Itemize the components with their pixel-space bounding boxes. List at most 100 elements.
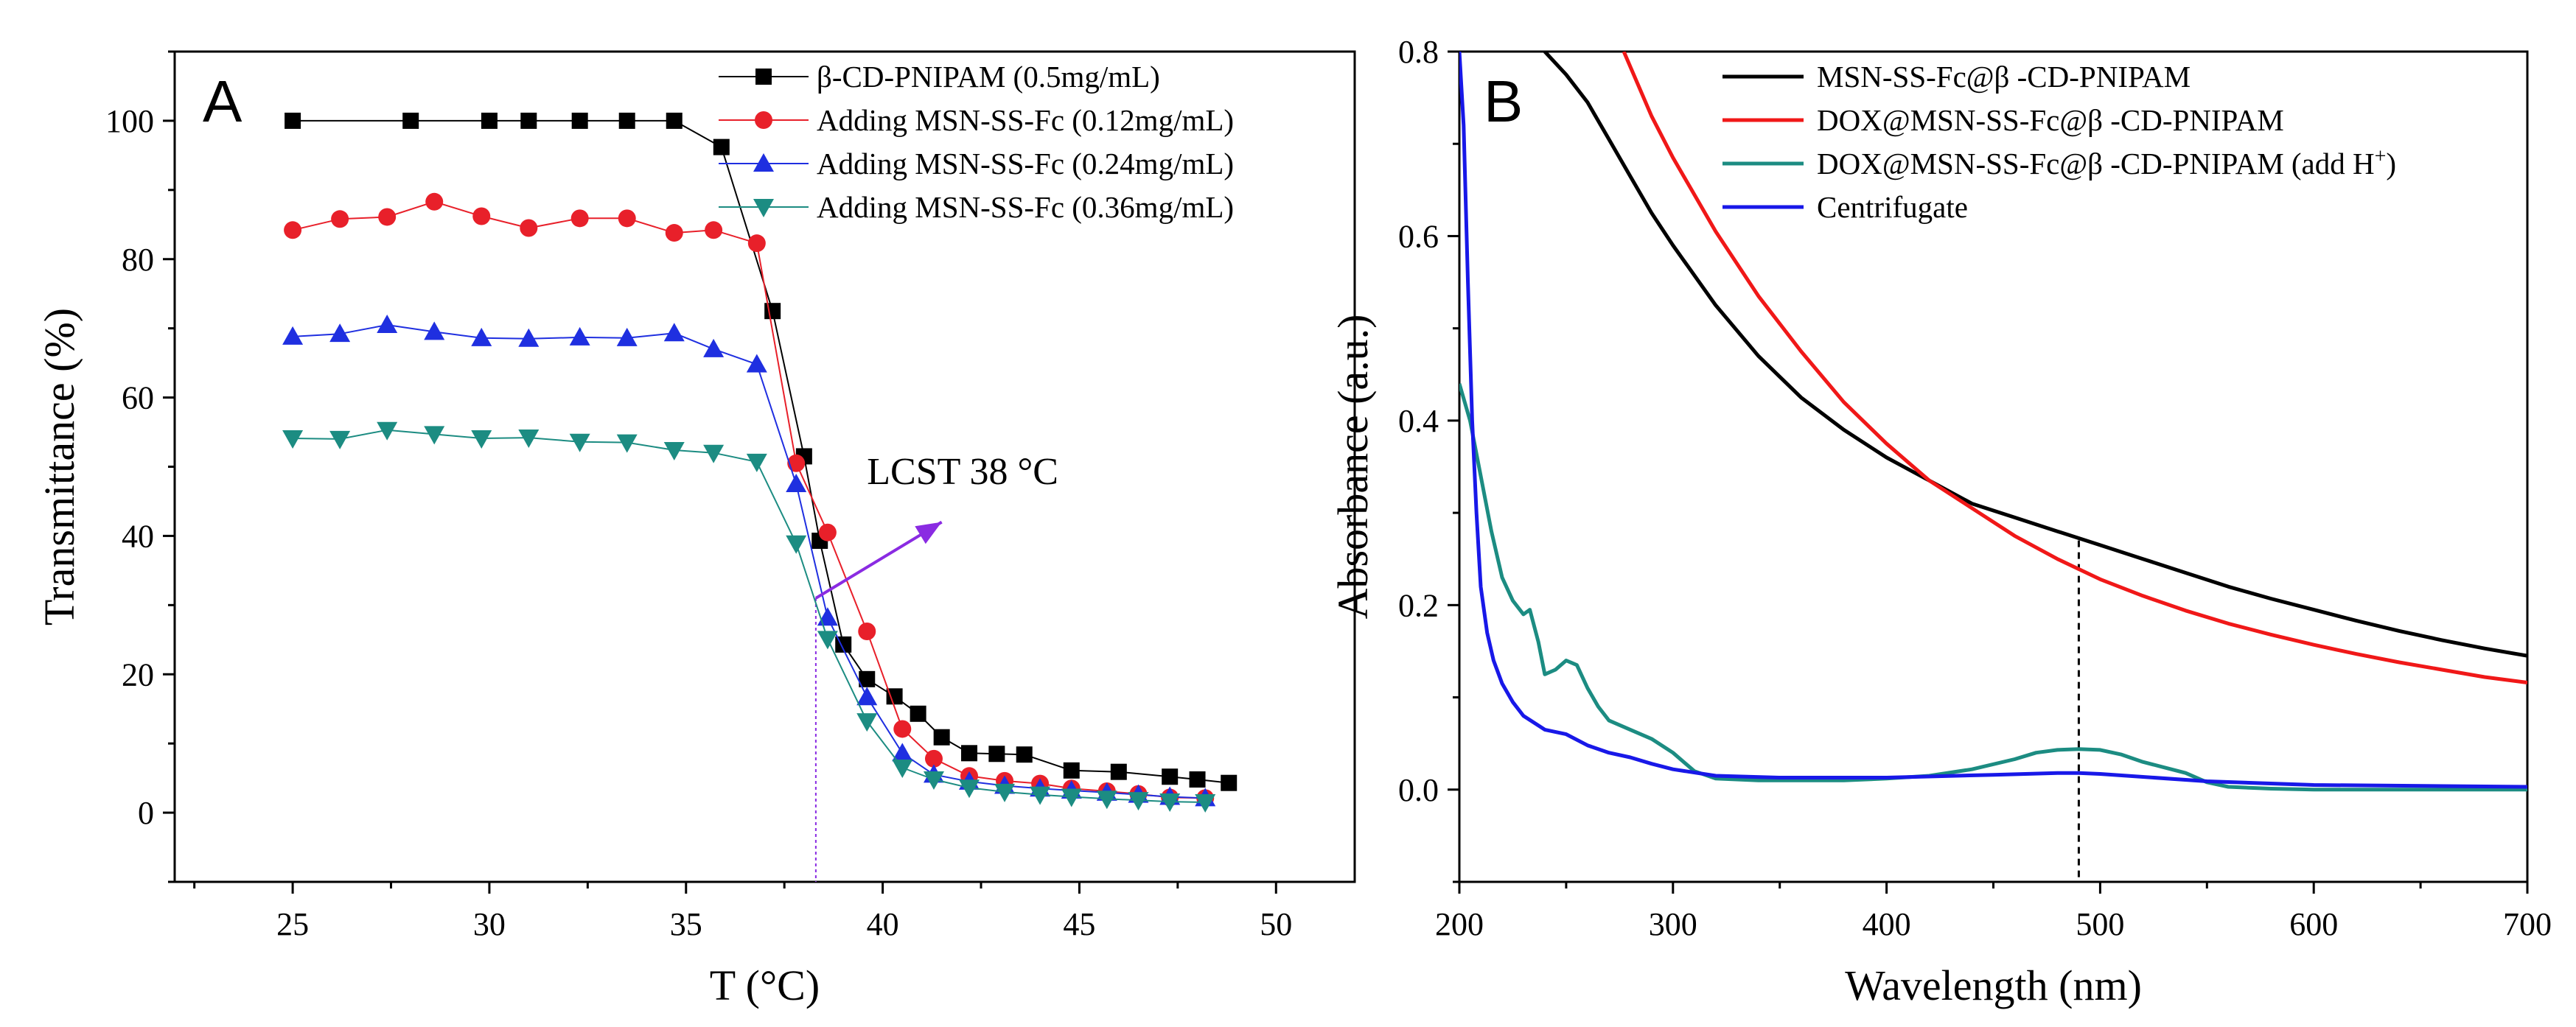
y-tick-label: 0.4: [1398, 403, 1439, 439]
data-point: [616, 434, 638, 453]
legend-label: Centrifugate: [1817, 190, 1968, 224]
data-point: [665, 224, 683, 242]
data-point: [910, 705, 926, 722]
data-point: [329, 430, 351, 449]
legend-marker: [753, 153, 774, 172]
data-point: [933, 729, 950, 746]
data-point: [1128, 792, 1149, 811]
data-point: [471, 430, 492, 449]
data-point: [1195, 793, 1216, 813]
series-line: [293, 324, 1206, 799]
legend-label: Adding MSN-SS-Fc (0.24mg/mL): [817, 147, 1234, 180]
x-tick-label: 25: [276, 906, 309, 942]
data-point: [923, 771, 944, 791]
data-point: [1061, 788, 1082, 807]
legend-marker: [753, 199, 774, 217]
data-point: [569, 326, 590, 346]
panel-letter: B: [1484, 69, 1523, 134]
panel-letter: A: [203, 69, 242, 134]
series-line: [1459, 383, 2527, 792]
lcst-annotation-label: LCST 38 °C: [867, 451, 1058, 493]
y-tick-label: 100: [105, 103, 154, 139]
x-tick-label: 700: [2503, 906, 2552, 942]
series-line: [1543, 52, 2527, 658]
data-point: [787, 454, 806, 472]
legend-item: Centrifugate: [1722, 190, 1968, 224]
data-point: [663, 441, 685, 460]
series-2: [284, 192, 1215, 807]
data-point: [1096, 791, 1117, 810]
series-line: [293, 429, 1206, 803]
data-point: [520, 219, 538, 237]
legend-label: β-CD-PNIPAM (0.5mg/mL): [817, 60, 1160, 94]
plot-area: [1459, 52, 2527, 882]
data-point: [893, 720, 912, 738]
data-point: [518, 430, 540, 449]
data-point: [961, 745, 978, 762]
legend-label: MSN-SS-Fc@β -CD-PNIPAM: [1817, 60, 2191, 94]
data-point: [618, 209, 636, 228]
data-point: [666, 112, 683, 129]
data-point: [329, 323, 351, 343]
legend-label: Adding MSN-SS-Fc (0.12mg/mL): [817, 103, 1234, 137]
y-axis-title: Transmittance (%): [35, 308, 83, 625]
data-point: [856, 713, 878, 732]
legend-item: Adding MSN-SS-Fc (0.24mg/mL): [719, 147, 1234, 180]
plot-area: [282, 112, 1238, 882]
data-point: [859, 670, 876, 687]
data-point: [424, 321, 445, 340]
panel-a-transmittance-chart: 25 30 35 40 45 50 0 20 40 60 80 100 T (°C) Transmitta…: [35, 50, 1356, 1009]
legend-item: β-CD-PNIPAM (0.5mg/mL): [719, 60, 1160, 94]
panel-b-absorbance-chart: 200 300 400 500 600 700 0.0 0.2 0.4 0.6 0.8 Wavelen…: [1329, 34, 2552, 1009]
data-point: [377, 421, 398, 441]
data-point: [402, 112, 419, 129]
data-point: [331, 210, 349, 228]
legend-item: Adding MSN-SS-Fc (0.12mg/mL): [719, 103, 1234, 137]
x-axis-title: T (°C): [710, 961, 820, 1009]
data-point: [892, 743, 913, 762]
series-2: [1622, 52, 2527, 684]
data-point: [282, 430, 304, 449]
x-tick-label: 45: [1063, 906, 1095, 942]
x-tick-label: 50: [1260, 906, 1292, 942]
data-point: [858, 623, 876, 641]
series-1: [1543, 52, 2527, 658]
data-point: [713, 139, 730, 155]
data-point: [285, 112, 301, 129]
y-tick-label: 0: [138, 795, 154, 831]
legend-marker: [755, 111, 772, 129]
series-1: [285, 112, 1238, 791]
data-point: [378, 208, 397, 226]
x-axis-title: Wavelength (nm): [1845, 961, 2142, 1009]
x-tick-label: 30: [473, 906, 506, 942]
series-3: [282, 314, 1216, 807]
legend-item: Adding MSN-SS-Fc (0.36mg/mL): [719, 190, 1234, 224]
legend-marker: [755, 69, 772, 85]
data-point: [924, 749, 943, 768]
lcst-arrow-head: [915, 522, 942, 544]
data-point: [1030, 786, 1051, 805]
data-point: [994, 783, 1016, 802]
data-point: [471, 327, 492, 346]
series-line: [292, 200, 1206, 799]
data-point: [747, 234, 766, 253]
data-point: [571, 112, 588, 129]
x-tick-label: 400: [1863, 906, 1911, 942]
y-tick-label: 80: [122, 242, 154, 278]
y-tick-label: 20: [122, 656, 154, 693]
data-point: [959, 779, 980, 799]
data-point: [1159, 793, 1181, 813]
legend: MSN-SS-Fc@β -CD-PNIPAM DOX@MSN-SS-Fc@β -C…: [1722, 60, 2396, 224]
data-point: [746, 453, 767, 472]
y-tick-label: 0.8: [1398, 34, 1439, 70]
data-point: [817, 631, 838, 650]
y-tick-label: 0.0: [1398, 772, 1439, 808]
y-tick-label: 40: [122, 518, 154, 554]
data-point: [764, 303, 781, 320]
data-point: [818, 523, 837, 541]
data-point: [786, 535, 807, 554]
legend-item: DOX@MSN-SS-Fc@β -CD-PNIPAM: [1722, 103, 2284, 137]
series-line: [1459, 52, 2527, 789]
series-line: [1622, 52, 2527, 684]
